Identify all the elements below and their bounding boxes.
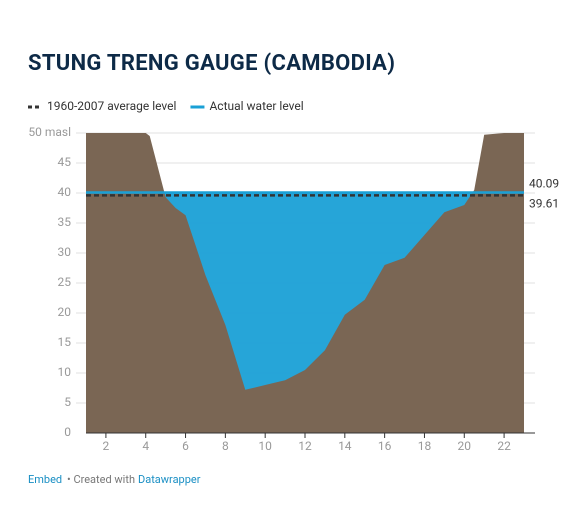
credit-link[interactable]: Datawrapper [138,473,201,486]
x-tick-label: 6 [182,439,189,453]
y-tick-label: 45 [58,155,72,169]
chart-title: STUNG TRENG GAUGE (CAMBODIA) [28,51,395,76]
legend-label: 1960-2007 average level [47,99,176,113]
x-tick-label: 22 [497,439,511,453]
y-tick-label: 15 [58,335,72,349]
level-label: 39.61 [529,197,559,211]
y-tick-label: 35 [58,215,72,229]
x-tick-label: 18 [418,439,432,453]
x-tick-label: 4 [142,439,149,453]
y-tick-label: 30 [58,245,72,259]
y-tick-label: 10 [58,365,72,379]
x-tick-label: 14 [338,439,352,453]
embed-link[interactable]: Embed [28,473,62,486]
y-tick-label: 40 [58,185,72,199]
y-tick-label: 50 masl [28,125,71,139]
x-tick-label: 16 [378,439,392,453]
riverbed-area [86,133,524,433]
level-label: 40.09 [529,177,559,191]
credit: • Created with [67,473,135,486]
x-tick-label: 12 [298,439,312,453]
y-tick-label: 20 [58,305,72,319]
x-tick-label: 8 [222,439,229,453]
legend-label: Actual water level [209,99,303,113]
x-tick-label: 2 [103,439,110,453]
y-tick-label: 5 [64,395,71,409]
y-tick-label: 0 [64,425,71,439]
x-tick-label: 20 [458,439,472,453]
y-tick-label: 25 [58,275,72,289]
x-tick-label: 10 [258,439,272,453]
